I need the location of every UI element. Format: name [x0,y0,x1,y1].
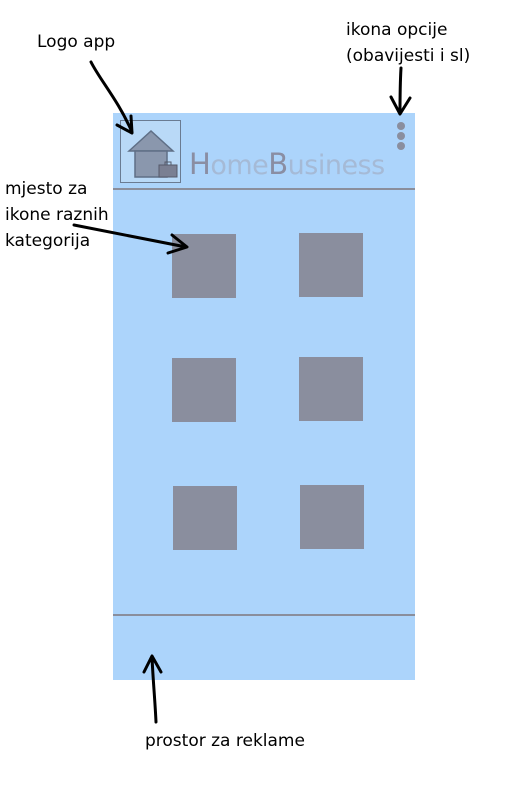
app-screen: HomeBusiness [113,113,415,680]
options-annotation-line2: (obavijesti i sl) [346,46,471,66]
app-title-b: B [268,147,288,181]
ads-arrow [142,654,163,724]
category-slot-4[interactable] [299,357,363,421]
logo-arrow [89,60,134,135]
vertical-dots-icon[interactable] [395,122,407,152]
category-slot-2[interactable] [299,233,363,297]
app-title-usiness: usiness [287,150,386,181]
category-slot-3[interactable] [172,358,236,422]
header-divider [113,188,415,190]
categories-annotation-line1: mjesto za [5,179,88,199]
app-title-ome: ome [210,150,269,181]
ad-area-divider [113,614,415,616]
ads-annotation: prostor za reklame [145,731,305,751]
options-annotation-line1: ikona opcije [346,20,448,40]
dot [397,122,405,130]
dot [397,132,405,140]
app-title-h: H [189,147,211,181]
categories-arrow [72,223,189,255]
category-slot-5[interactable] [173,486,237,550]
categories-annotation-line2: ikone raznih [5,205,109,225]
app-title: HomeBusiness [189,147,385,183]
category-slot-6[interactable] [300,485,364,549]
options-arrow [389,66,412,116]
dot [397,142,405,150]
categories-annotation-line3: kategorija [5,231,91,251]
house-with-briefcase-icon [127,129,178,178]
logo-annotation: Logo app [37,32,116,52]
